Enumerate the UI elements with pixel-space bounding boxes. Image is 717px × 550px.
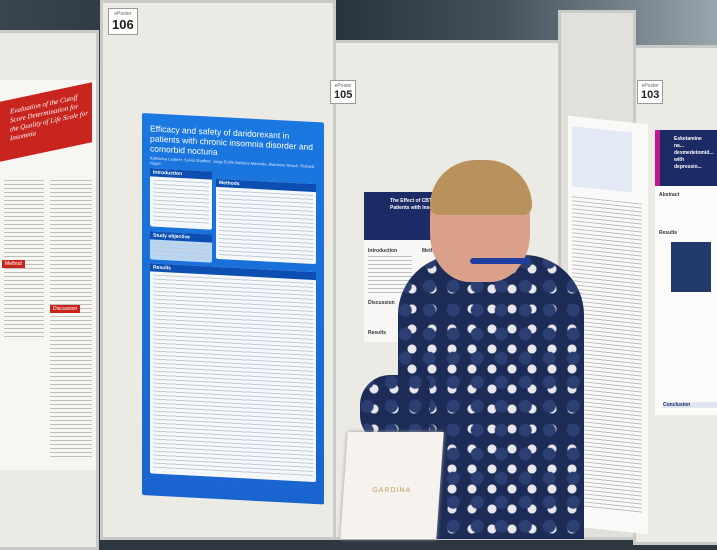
right-poster: Esketamine na... dexmedetomid... with de… xyxy=(655,130,717,415)
board-number-103: ePoster 103 xyxy=(637,80,664,104)
bag-brand: GARDINA xyxy=(371,487,412,494)
right-section-results: Results xyxy=(659,230,678,236)
left-section-method: Method xyxy=(2,260,25,268)
section-study-objective: Study objective xyxy=(150,231,212,263)
section-introduction: Introduction xyxy=(150,168,212,230)
left-section-discussion: Discussion xyxy=(50,305,81,313)
center-section-results: Results xyxy=(368,330,387,336)
board-number-105: ePoster 105 xyxy=(330,80,357,104)
center-section-introduction: Introduction xyxy=(368,248,398,254)
section-results: Results xyxy=(150,263,316,483)
right-poster-title: Esketamine na... dexmedetomid... with de… xyxy=(655,130,717,186)
lanyard xyxy=(470,258,530,264)
shopping-bag: GARDINA xyxy=(340,432,444,539)
board-number-106: ePoster 106 xyxy=(108,8,138,35)
center-section-discussion: Discussion xyxy=(368,300,395,306)
right-section-abstract: Abstract xyxy=(659,192,680,198)
main-poster: Efficacy and safety of daridorexant in p… xyxy=(142,113,324,505)
section-methods: Methods xyxy=(216,178,316,265)
right-section-conclusion: Conclusion xyxy=(663,402,717,408)
